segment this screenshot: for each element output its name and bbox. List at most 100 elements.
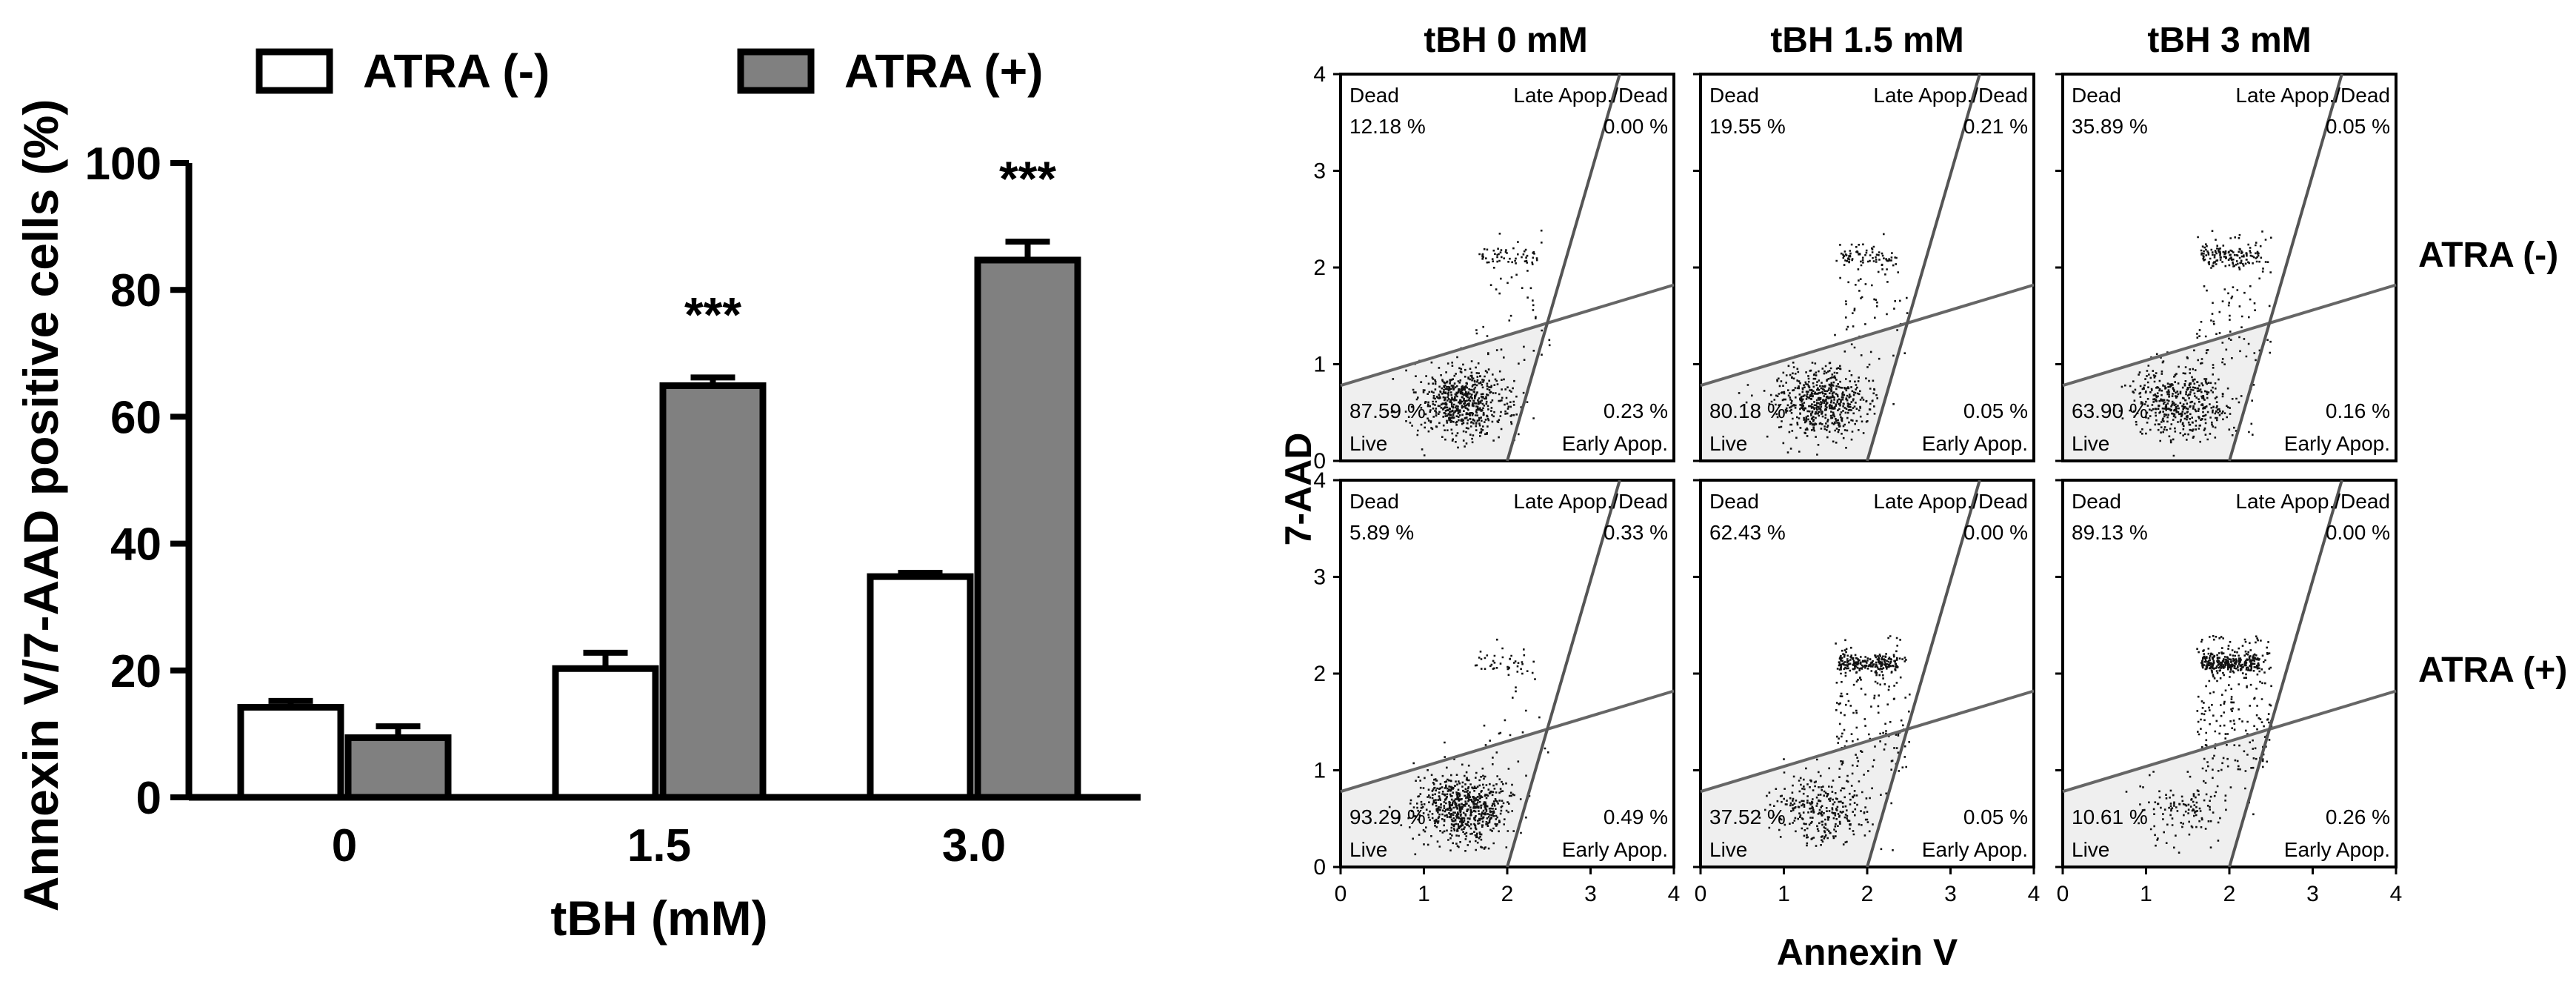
- quadrant-value-dead: 5.89 %: [1349, 521, 1414, 544]
- legend-label-atra-plus: ATRA (+): [844, 44, 1043, 98]
- flow-y-tick-label: 0: [1313, 449, 1326, 474]
- flow-x-tick-label: 3: [1584, 882, 1597, 906]
- quadrant-label-dead: Dead: [2072, 84, 2121, 107]
- quadrant-value-live: 80.18 %: [1709, 399, 1786, 422]
- flow-y-tick-label: 2: [1313, 662, 1326, 686]
- y-axis-label: Annexin V/7-AAD positive cells (%): [13, 99, 68, 912]
- y-axis-ticks: 0 20 40 60 80 100: [85, 139, 189, 824]
- flow-x-tick-label: 4: [1668, 882, 1681, 906]
- quadrant-label-dead: Dead: [1709, 84, 1759, 107]
- quadrant-value-late: 0.33 %: [1604, 521, 1668, 544]
- quadrant-label-late: Late Apop./Dead: [1873, 490, 2028, 513]
- y-tick-label: 20: [110, 646, 161, 697]
- y-tick-label: 40: [110, 519, 161, 571]
- gate-line-diagonal: [2062, 283, 2397, 388]
- flow-y-tick-label: 4: [1313, 468, 1326, 493]
- quadrant-value-late: 0.00 %: [1963, 521, 2028, 544]
- quadrant-value-live: 93.29 %: [1349, 805, 1426, 828]
- gate-line-diagonal: [1700, 689, 2035, 794]
- quadrant-value-dead: 89.13 %: [2072, 521, 2148, 544]
- x-tick-label: 0: [332, 820, 357, 871]
- quadrant-value-late: 0.21 %: [1963, 115, 2028, 138]
- bar-chart: ATRA (-) ATRA (+) 0 20 40 60 80 100 0 1.5 3.0 *…: [13, 44, 1141, 946]
- flow-y-axis-label: 7-AAD: [1278, 433, 1319, 546]
- legend-swatch-atra-plus: [737, 48, 815, 94]
- quadrant-label-dead: Dead: [1349, 84, 1399, 107]
- quadrant-label-late: Late Apop./Dead: [1513, 84, 1668, 107]
- bar: [867, 573, 974, 801]
- event-dots: [2113, 230, 2272, 457]
- quadrant-value-late: 0.05 %: [2326, 115, 2390, 138]
- bar-marks: *** ***: [237, 151, 1081, 801]
- gate-line-steep: [1506, 479, 1621, 868]
- quadrant-label-early: Early Apop.: [1562, 838, 1668, 861]
- x-axis-label: tBH (mM): [550, 891, 767, 946]
- quadrant-value-early: 0.49 %: [1604, 805, 1668, 828]
- quadrant-label-dead: Dead: [1709, 490, 1759, 513]
- quadrant-label-early: Early Apop.: [2284, 432, 2390, 455]
- live-gate-region: [2063, 323, 2270, 461]
- quadrant-label-late: Late Apop./Dead: [1873, 84, 2028, 107]
- quadrant-value-early: 0.16 %: [2326, 399, 2390, 422]
- gate-line-diagonal: [1700, 283, 2035, 388]
- gate-line-steep: [1866, 73, 1981, 462]
- quadrant-label-early: Early Apop.: [2284, 838, 2390, 861]
- flow-panel: Dead 62.43 % Late Apop./Dead 0.00 % 37.52 % L…: [1693, 479, 2041, 906]
- quadrant-label-live: Live: [1709, 838, 1747, 861]
- flow-x-tick-label: 4: [2028, 882, 2041, 906]
- quadrant-value-dead: 35.89 %: [2072, 115, 2148, 138]
- y-tick-label: 100: [85, 139, 161, 190]
- flow-x-tick-label: 1: [1778, 882, 1790, 906]
- flow-y-tick-label: 0: [1313, 855, 1326, 880]
- flow-x-tick-label: 0: [1335, 882, 1347, 906]
- live-gate-region: [1701, 323, 1908, 461]
- flow-panel: Dead 35.89 % Late Apop./Dead 0.05 % 63.90 % L…: [2055, 73, 2398, 462]
- quadrant-label-early: Early Apop.: [1922, 838, 2028, 861]
- legend-swatch-atra-minus: [256, 48, 333, 94]
- significance-annotation: ***: [999, 151, 1056, 206]
- quadrant-value-dead: 19.55 %: [1709, 115, 1786, 138]
- gate-line-diagonal: [2062, 689, 2397, 794]
- quadrant-value-early: 0.05 %: [1963, 805, 2028, 828]
- quadrant-value-live: 87.59 %: [1349, 399, 1426, 422]
- x-tick-label: 3.0: [942, 820, 1006, 871]
- flow-y-tick-label: 2: [1313, 256, 1326, 280]
- gate-line-diagonal: [1340, 283, 1675, 388]
- legend-label-atra-minus: ATRA (-): [363, 44, 550, 98]
- column-header-tbh-3: tBH 3 mM: [2147, 21, 2311, 60]
- event-dots: [1390, 229, 1551, 456]
- bar: [237, 703, 344, 801]
- quadrant-label-dead: Dead: [2072, 490, 2121, 513]
- flow-y-tick-label: 1: [1313, 759, 1326, 783]
- flow-x-tick-label: 2: [1501, 882, 1514, 906]
- significance-annotation: ***: [684, 287, 741, 342]
- quadrant-value-early: 0.23 %: [1604, 399, 1668, 422]
- flow-x-tick-label: 0: [2057, 882, 2069, 906]
- flow-y-tick-label: 3: [1313, 159, 1326, 184]
- quadrant-label-early: Early Apop.: [1922, 432, 2028, 455]
- quadrant-label-late: Late Apop./Dead: [1513, 490, 1668, 513]
- flow-x-tick-label: 3: [2306, 882, 2319, 906]
- x-axis-ticks: 0 1.5 3.0: [332, 820, 1006, 871]
- flow-x-tick-label: 1: [1418, 882, 1430, 906]
- quadrant-value-late: 0.00 %: [2326, 521, 2390, 544]
- row-label-atra-minus: ATRA (-): [2418, 236, 2558, 275]
- flow-panel: Dead 12.18 % Late Apop./Dead 0.00 % 87.59 % L…: [1313, 62, 1675, 474]
- quadrant-label-live: Live: [1349, 838, 1387, 861]
- bar: [974, 256, 1081, 801]
- flow-x-tick-label: 1: [2140, 882, 2152, 906]
- row-label-atra-plus: ATRA (+): [2418, 651, 2567, 690]
- quadrant-value-dead: 62.43 %: [1709, 521, 1786, 544]
- gate-line-steep: [2228, 479, 2343, 868]
- flow-cytometry-grid: tBH 0 mM tBH 1.5 mM tBH 3 mM ATRA (-) AT…: [1278, 21, 2567, 973]
- quadrant-value-live: 63.90 %: [2072, 399, 2148, 422]
- y-tick-label: 0: [136, 773, 161, 824]
- quadrant-value-dead: 12.18 %: [1349, 115, 1426, 138]
- bar: [344, 734, 452, 801]
- flow-x-tick-label: 2: [2223, 882, 2236, 906]
- quadrant-label-dead: Dead: [1349, 490, 1399, 513]
- quadrant-label-late: Late Apop./Dead: [2235, 490, 2390, 513]
- flow-x-tick-label: 3: [1944, 882, 1957, 906]
- flow-x-axis-label: Annexin V: [1777, 931, 1958, 973]
